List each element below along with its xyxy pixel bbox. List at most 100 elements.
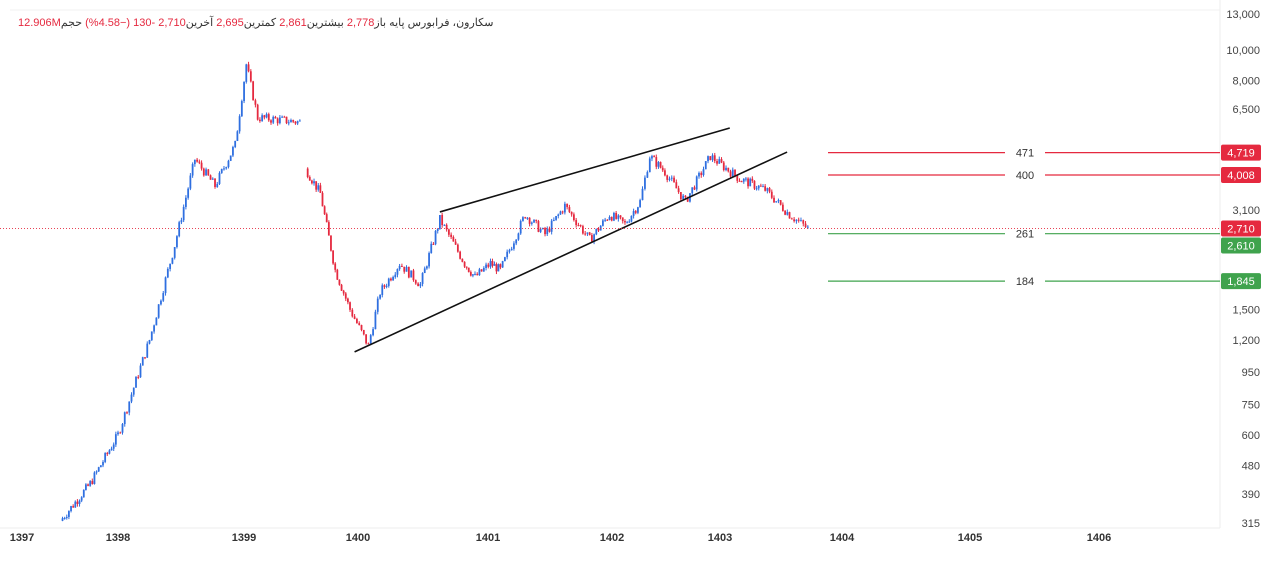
candle-body (637, 207, 639, 213)
candle-body (606, 219, 609, 221)
candle-body (157, 304, 160, 318)
candle-body (634, 211, 637, 213)
candle-body (664, 170, 666, 176)
candle-body (504, 257, 506, 262)
candle-body (626, 222, 629, 224)
candle-body (478, 269, 481, 276)
candle-body (561, 211, 564, 213)
y-tick-label: 950 (1242, 367, 1260, 379)
candle-body (615, 212, 618, 219)
y-tick-label: 480 (1242, 460, 1260, 472)
candle-body (786, 212, 789, 215)
level-badge-text: 4,008 (1227, 170, 1255, 182)
candle-body (121, 424, 124, 433)
candle-body (267, 114, 270, 121)
candle-body (489, 261, 492, 267)
candle-body (379, 294, 381, 299)
y-tick-label: 1,200 (1232, 335, 1260, 347)
candle-body (432, 243, 435, 245)
candle-body (487, 264, 490, 267)
candle-body (119, 432, 122, 434)
candle-body (205, 169, 207, 176)
candle-body (519, 220, 522, 234)
candle-body (387, 278, 390, 286)
last-price-badge (1221, 220, 1261, 237)
candle-body (278, 117, 281, 124)
candle-body (189, 175, 192, 189)
candle-body (362, 330, 365, 335)
candle-body (150, 331, 153, 341)
candle-body (283, 116, 286, 118)
candle-body (325, 214, 328, 223)
candle-body (321, 192, 324, 207)
candle-body (495, 264, 498, 272)
low-value: 2,695 (216, 17, 244, 29)
candle-body (298, 120, 301, 122)
x-tick-label: 1403 (708, 532, 732, 544)
candle-body (528, 217, 531, 224)
candle-body (686, 197, 689, 202)
candle-body (336, 269, 339, 280)
candle-body (770, 191, 773, 198)
candle-body (247, 64, 250, 72)
candle-body (548, 228, 551, 232)
candle-body (469, 272, 472, 276)
candle-body (141, 357, 144, 366)
candle-body (234, 140, 237, 148)
candle-body (198, 161, 201, 163)
candle-body (604, 219, 607, 221)
ohlc-legend: سکارون، فرابورس پایه باز2,778 بیشترین2,8… (18, 16, 493, 29)
candle-body (677, 188, 680, 193)
candle-body (285, 116, 288, 124)
last-label: آخرین (185, 17, 214, 29)
candle-body (330, 235, 332, 251)
candle-body (707, 156, 709, 162)
candle-body (263, 115, 266, 118)
candle-body (407, 266, 410, 278)
candle-body (256, 104, 259, 120)
candle-body (773, 197, 775, 203)
candle-body (323, 206, 326, 215)
candle-body (155, 317, 158, 326)
candle-body (720, 159, 723, 163)
candle-body (132, 387, 135, 395)
candle-body (95, 471, 98, 473)
candle-body (731, 169, 734, 177)
candle-body (89, 481, 92, 486)
candle-body (619, 215, 622, 218)
candle-body (173, 247, 176, 258)
candle-body (162, 293, 165, 301)
candle-body (287, 122, 290, 124)
candle-body (114, 434, 117, 445)
last-value: 2,710 (158, 17, 186, 29)
candle-body (524, 217, 527, 219)
candle-body (463, 261, 466, 267)
candle-body (657, 162, 660, 167)
candle-body (491, 261, 494, 266)
candle-body (405, 266, 408, 272)
level-badge-text: 2,610 (1227, 241, 1255, 253)
candle-body (630, 215, 633, 222)
x-tick-label: 1400 (346, 532, 370, 544)
candle-body (281, 116, 283, 118)
candle-body (755, 188, 758, 190)
candle-body (72, 506, 75, 508)
candle-body (225, 167, 228, 169)
candle-body (452, 236, 455, 242)
candle-body (740, 181, 743, 183)
candle-body (493, 264, 496, 266)
level-label: 471 (1016, 148, 1034, 160)
candle-body (342, 290, 345, 294)
candle-body (401, 265, 403, 267)
candle-body (112, 444, 115, 449)
candle-body (146, 343, 149, 358)
candle-body (734, 169, 736, 176)
candle-body (499, 264, 502, 268)
candle-body (691, 187, 694, 194)
candle-body (497, 264, 500, 272)
candle-body (535, 219, 538, 222)
candle-body (308, 177, 311, 181)
candle-body (290, 120, 292, 123)
